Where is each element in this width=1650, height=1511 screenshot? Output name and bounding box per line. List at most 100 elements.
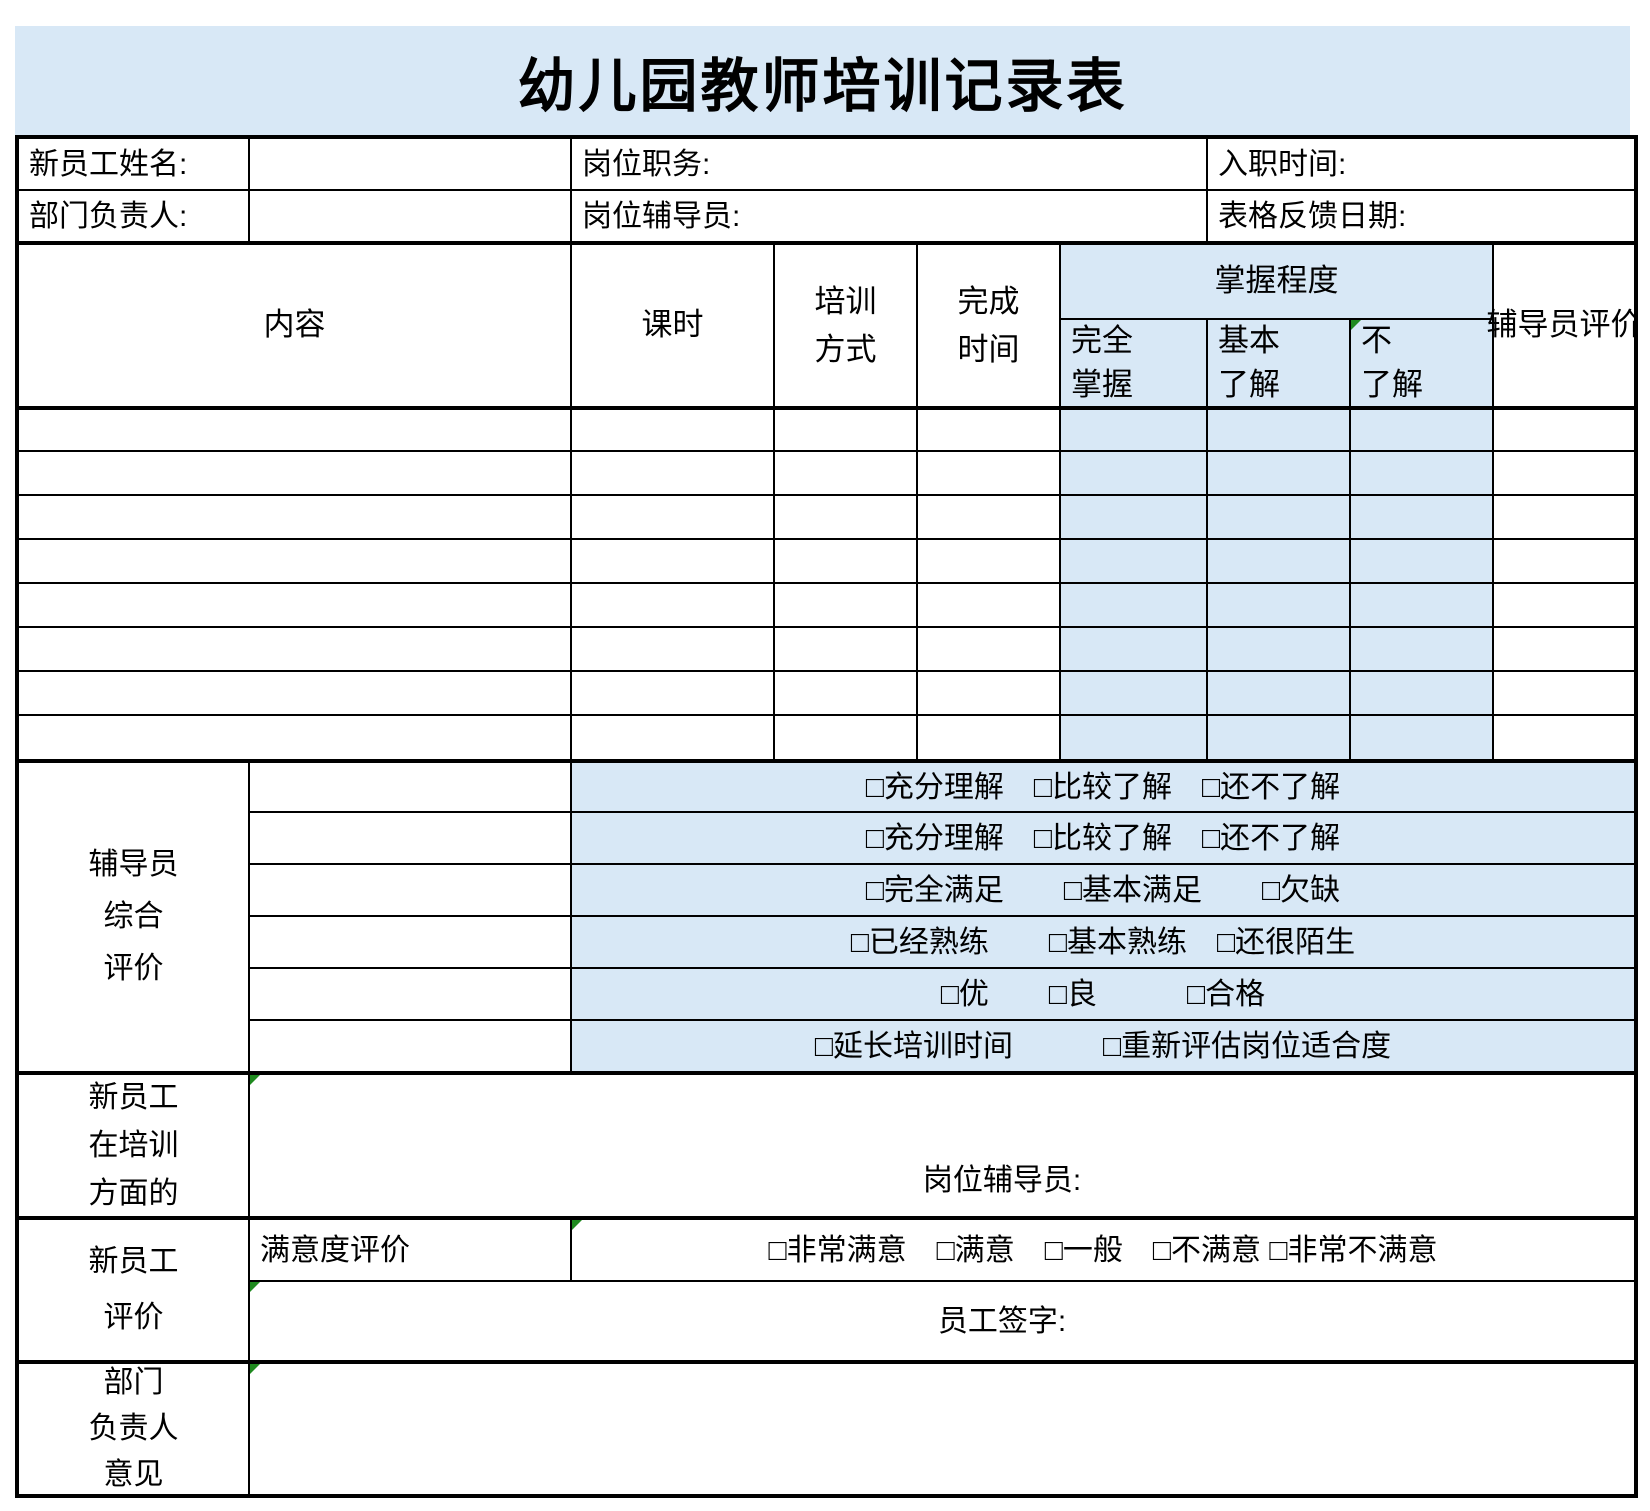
coach-eval-options-row[interactable]: □延长培训时间 □重新评估岗位适合度 xyxy=(572,1021,1634,1073)
employee-signature-cell[interactable]: 员工签字: xyxy=(250,1282,1634,1362)
body-method-cell[interactable] xyxy=(775,628,918,672)
dept-opinion-label: 部门 负责人 意见 xyxy=(19,1362,250,1494)
dept-manager-input[interactable] xyxy=(250,191,572,243)
body-content-cell[interactable] xyxy=(19,452,572,496)
coach-eval-blank-cell[interactable] xyxy=(250,813,572,865)
body-mentor-eval-cell[interactable] xyxy=(1494,716,1634,761)
coach-eval-options-row[interactable]: □完全满足 □基本满足 □欠缺 xyxy=(572,865,1634,917)
header-hours: 课时 xyxy=(572,243,775,408)
body-finish-time-cell[interactable] xyxy=(918,628,1061,672)
body-mastery-full-cell[interactable] xyxy=(1061,540,1208,584)
coach-eval-blank-cell[interactable] xyxy=(250,865,572,917)
body-hours-cell[interactable] xyxy=(572,628,775,672)
training-feedback-label: 新员工 在培训 方面的 xyxy=(19,1073,250,1218)
body-method-cell[interactable] xyxy=(775,716,918,761)
body-hours-cell[interactable] xyxy=(572,584,775,628)
body-finish-time-cell[interactable] xyxy=(918,716,1061,761)
body-mentor-eval-cell[interactable] xyxy=(1494,628,1634,672)
body-mastery-full-cell[interactable] xyxy=(1061,716,1208,761)
body-method-cell[interactable] xyxy=(775,408,918,452)
form-table: 新员工姓名: 岗位职务: 入职时间: 部门负责人: 岗位辅导员: 表格反馈日期:… xyxy=(15,135,1638,1498)
body-finish-time-cell[interactable] xyxy=(918,496,1061,540)
dept-opinion-cell[interactable] xyxy=(250,1362,1634,1494)
body-finish-time-cell[interactable] xyxy=(918,584,1061,628)
body-content-cell[interactable] xyxy=(19,408,572,452)
body-mastery-none-cell[interactable] xyxy=(1351,496,1494,540)
body-method-cell[interactable] xyxy=(775,540,918,584)
body-content-cell[interactable] xyxy=(19,672,572,716)
body-mastery-none-cell[interactable] xyxy=(1351,408,1494,452)
body-mentor-eval-cell[interactable] xyxy=(1494,496,1634,540)
coach-eval-blank-cell[interactable] xyxy=(250,761,572,813)
body-hours-cell[interactable] xyxy=(572,672,775,716)
body-mastery-full-cell[interactable] xyxy=(1061,496,1208,540)
coach-eval-blank-cell[interactable] xyxy=(250,917,572,969)
body-method-cell[interactable] xyxy=(775,452,918,496)
body-finish-time-cell[interactable] xyxy=(918,452,1061,496)
body-mastery-basic-cell[interactable] xyxy=(1208,540,1351,584)
coach-eval-options-row[interactable]: □已经熟练 □基本熟练 □还很陌生 xyxy=(572,917,1634,969)
body-finish-time-cell[interactable] xyxy=(918,540,1061,584)
body-hours-cell[interactable] xyxy=(572,408,775,452)
body-mastery-full-cell[interactable] xyxy=(1061,672,1208,716)
body-method-cell[interactable] xyxy=(775,496,918,540)
coach-eval-options-row[interactable]: □充分理解 □比较了解 □还不了解 xyxy=(572,813,1634,865)
position-field[interactable]: 岗位职务: xyxy=(572,139,1208,191)
body-mastery-full-cell[interactable] xyxy=(1061,584,1208,628)
body-content-cell[interactable] xyxy=(19,496,572,540)
body-method-cell[interactable] xyxy=(775,584,918,628)
satisfaction-label: 满意度评价 xyxy=(250,1218,572,1282)
body-mastery-none-cell[interactable] xyxy=(1351,716,1494,761)
coach-eval-blank-cell[interactable] xyxy=(250,1021,572,1073)
header-mastery-basic: 基本 了解 xyxy=(1208,320,1351,408)
body-mentor-eval-cell[interactable] xyxy=(1494,540,1634,584)
mentor-field[interactable]: 岗位辅导员: xyxy=(572,191,1208,243)
body-mentor-eval-cell[interactable] xyxy=(1494,452,1634,496)
header-finish-time: 完成 时间 xyxy=(918,243,1061,408)
body-mastery-basic-cell[interactable] xyxy=(1208,672,1351,716)
body-mastery-none-cell[interactable] xyxy=(1351,584,1494,628)
employee-name-input[interactable] xyxy=(250,139,572,191)
body-content-cell[interactable] xyxy=(19,584,572,628)
body-mastery-basic-cell[interactable] xyxy=(1208,408,1351,452)
body-mastery-basic-cell[interactable] xyxy=(1208,496,1351,540)
body-hours-cell[interactable] xyxy=(572,716,775,761)
header-mastery-level: 掌握程度 xyxy=(1061,243,1494,320)
body-content-cell[interactable] xyxy=(19,628,572,672)
body-mastery-none-cell[interactable] xyxy=(1351,672,1494,716)
body-mentor-eval-cell[interactable] xyxy=(1494,584,1634,628)
header-method: 培训 方式 xyxy=(775,243,918,408)
body-mastery-none-cell[interactable] xyxy=(1351,628,1494,672)
header-mastery-none: 不 了解 xyxy=(1351,320,1494,408)
body-mastery-basic-cell[interactable] xyxy=(1208,716,1351,761)
feedback-date-field[interactable]: 表格反馈日期: xyxy=(1208,191,1634,243)
body-mastery-full-cell[interactable] xyxy=(1061,452,1208,496)
coach-eval-options-row[interactable]: □优 □良 □合格 xyxy=(572,969,1634,1021)
body-finish-time-cell[interactable] xyxy=(918,408,1061,452)
body-finish-time-cell[interactable] xyxy=(918,672,1061,716)
training-feedback-cell[interactable]: 岗位辅导员: xyxy=(250,1073,1634,1218)
body-hours-cell[interactable] xyxy=(572,496,775,540)
body-content-cell[interactable] xyxy=(19,540,572,584)
page-title: 幼儿园教师培训记录表 xyxy=(517,53,1128,119)
body-mastery-basic-cell[interactable] xyxy=(1208,584,1351,628)
mentor-sign-label: 岗位辅导员: xyxy=(922,1164,1082,1197)
body-mastery-none-cell[interactable] xyxy=(1351,540,1494,584)
body-content-cell[interactable] xyxy=(19,716,572,761)
body-hours-cell[interactable] xyxy=(572,452,775,496)
body-mastery-basic-cell[interactable] xyxy=(1208,452,1351,496)
satisfaction-options[interactable]: □非常满意 □满意 □一般 □不满意 □非常不满意 xyxy=(572,1218,1634,1282)
coach-eval-blank-cell[interactable] xyxy=(250,969,572,1021)
body-mastery-none-cell[interactable] xyxy=(1351,452,1494,496)
body-mastery-basic-cell[interactable] xyxy=(1208,628,1351,672)
coach-eval-label: 辅导员 综合 评价 xyxy=(19,761,250,1073)
hire-date-field[interactable]: 入职时间: xyxy=(1208,139,1634,191)
coach-eval-options-row[interactable]: □充分理解 □比较了解 □还不了解 xyxy=(572,761,1634,813)
body-mastery-full-cell[interactable] xyxy=(1061,628,1208,672)
body-mentor-eval-cell[interactable] xyxy=(1494,672,1634,716)
body-hours-cell[interactable] xyxy=(572,540,775,584)
body-method-cell[interactable] xyxy=(775,672,918,716)
body-mastery-full-cell[interactable] xyxy=(1061,408,1208,452)
body-mentor-eval-cell[interactable] xyxy=(1494,408,1634,452)
header-content: 内容 xyxy=(19,243,572,408)
